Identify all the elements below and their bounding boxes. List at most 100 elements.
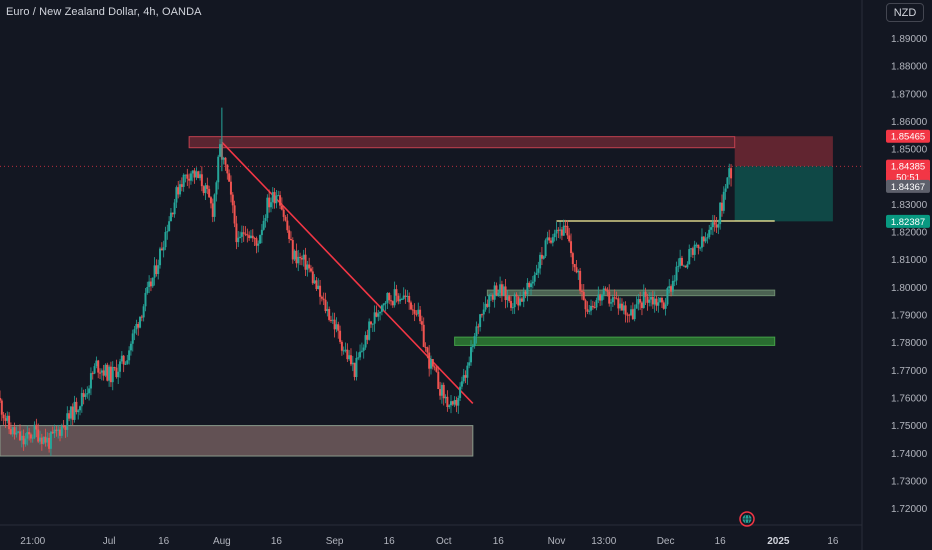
candle-body <box>317 285 320 290</box>
take-profit-zone[interactable] <box>734 166 833 222</box>
candle-body <box>244 233 247 235</box>
x-tick-label: Sep <box>326 536 344 547</box>
y-tick-label: 1.88000 <box>891 62 928 73</box>
candle-body <box>397 295 400 302</box>
candle-body <box>75 401 78 413</box>
candle-body <box>228 173 231 182</box>
candle-body <box>159 248 162 266</box>
candle-body <box>368 321 371 340</box>
candle-body <box>417 309 420 315</box>
candle-body <box>380 305 383 312</box>
candle-body <box>548 237 551 241</box>
candle-body <box>704 238 707 242</box>
candle-body <box>164 232 167 248</box>
candle-body <box>108 366 111 381</box>
candle-body <box>506 296 509 301</box>
candle-body <box>208 188 211 198</box>
candle-body <box>459 386 462 398</box>
candle-body <box>377 313 380 317</box>
candle-body <box>369 321 372 325</box>
candle-body <box>442 384 445 399</box>
candle-body <box>555 229 558 234</box>
candle-body <box>231 194 234 206</box>
candle-body <box>710 227 713 230</box>
candle-body <box>357 357 360 359</box>
candle-body <box>491 295 494 300</box>
candle-body <box>715 224 718 228</box>
candle-body <box>204 185 207 194</box>
y-tick-label: 1.89000 <box>891 34 928 45</box>
candle-body <box>219 144 222 157</box>
candle-body <box>666 288 669 305</box>
candle-body <box>299 256 302 258</box>
candle-body <box>15 432 18 435</box>
candle-body <box>679 257 682 266</box>
candle-body <box>88 388 91 394</box>
candle-body <box>104 364 107 376</box>
candle-body <box>393 289 396 306</box>
candle-body <box>79 406 82 411</box>
candle-body <box>595 300 598 308</box>
candle-body <box>490 295 493 297</box>
candle-body <box>2 414 5 419</box>
upper-green-zone[interactable] <box>486 289 776 297</box>
candle-body <box>573 264 576 268</box>
y-tick-label: 1.79000 <box>891 311 928 322</box>
candle-body <box>128 350 131 361</box>
candle-body <box>59 429 62 436</box>
candle-body <box>411 309 414 311</box>
y-tick-label: 1.85000 <box>891 145 928 156</box>
candle-body <box>648 299 651 303</box>
candle-body <box>169 212 172 222</box>
candle-body <box>664 304 667 309</box>
resistance-zone[interactable] <box>188 136 736 149</box>
candle-body <box>62 425 65 427</box>
price-tag-text: 1.85465 <box>891 132 925 143</box>
candle-body <box>329 319 332 321</box>
candle-body <box>588 310 591 312</box>
candle-body <box>699 247 702 249</box>
lower-green-zone[interactable] <box>454 336 776 346</box>
candle-body <box>711 222 714 228</box>
candle-body <box>622 305 625 311</box>
price-axis[interactable] <box>862 0 932 550</box>
support-zone[interactable] <box>0 425 474 457</box>
candle-body <box>129 343 132 351</box>
globe-icon[interactable] <box>739 511 755 527</box>
candle-body <box>553 233 556 238</box>
stop-loss-zone[interactable] <box>734 136 833 167</box>
candle-body <box>415 313 418 315</box>
candle-body <box>344 349 347 351</box>
y-tick-label: 1.81000 <box>891 255 928 266</box>
candle-body <box>233 205 236 224</box>
candle-body <box>482 309 485 315</box>
candle-body <box>84 394 87 397</box>
candle-body <box>35 424 38 430</box>
candle-body <box>428 352 431 369</box>
candle-body <box>486 303 489 307</box>
candle-body <box>473 336 476 347</box>
candle-body <box>488 295 491 307</box>
candle-body <box>539 254 542 269</box>
x-tick-label: 2025 <box>767 536 790 547</box>
candle-body <box>531 281 534 284</box>
candle-body <box>431 359 434 367</box>
candle-body <box>615 298 618 300</box>
candle-body <box>453 400 456 405</box>
currency-button[interactable]: NZD <box>886 3 924 22</box>
candle-body <box>359 351 362 358</box>
candle-body <box>0 397 1 401</box>
candle-body <box>71 406 74 420</box>
candle-body <box>566 225 569 236</box>
trendline[interactable] <box>221 141 474 405</box>
candle-body <box>91 373 94 375</box>
candle-body <box>157 265 160 275</box>
y-tick-label: 1.73000 <box>891 476 928 487</box>
candle-body <box>630 309 633 316</box>
candle-body <box>702 236 705 242</box>
candle-body <box>406 295 409 297</box>
candle-body <box>300 257 303 260</box>
x-tick-label: 16 <box>827 536 839 547</box>
x-tick-label: Nov <box>548 536 566 547</box>
